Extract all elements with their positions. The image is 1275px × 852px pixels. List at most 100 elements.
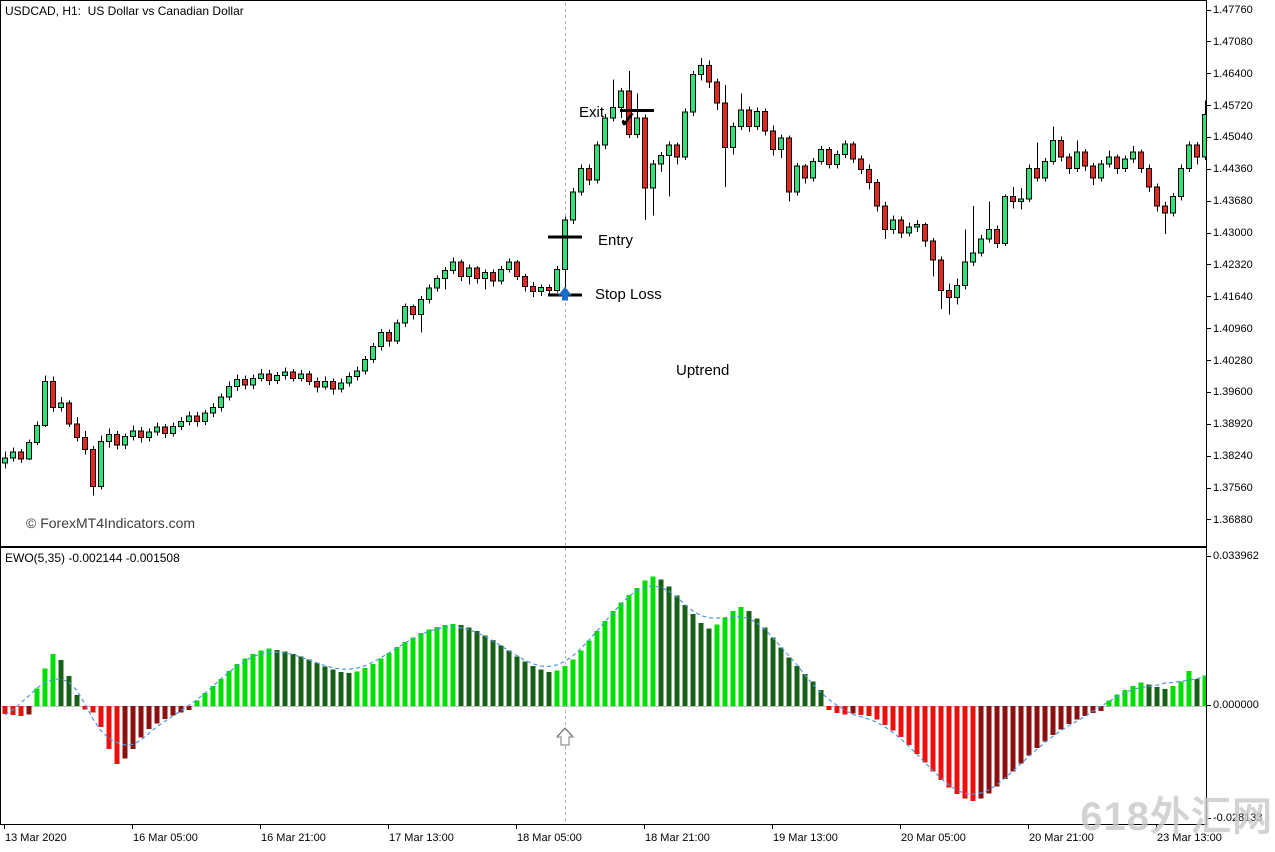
main-chart-canvas[interactable] [1,1,1206,546]
candle-body [1178,167,1184,198]
candle-body [562,219,568,270]
indicator-canvas[interactable] [1,548,1206,824]
candle-body [914,224,920,228]
checkmark-icon[interactable]: ✓ [619,109,637,132]
candle-body [1050,139,1056,162]
candle-body [218,396,224,409]
indicator-panel[interactable]: EWO(5,35) -0.002144 -0.001508 [0,547,1207,825]
histogram-bar [794,666,800,706]
candle-body [386,332,392,342]
histogram-bar [1194,678,1200,706]
histogram-bar [658,579,664,706]
histogram-bar [1154,687,1160,706]
histogram-bar [274,649,280,706]
histogram-bar [826,706,832,710]
histogram-bar [178,706,184,713]
time-tick-label: 23 Mar 13:00 [1157,832,1222,844]
histogram-bar [114,706,120,764]
candle-body [194,415,200,423]
candle-body [210,407,216,414]
candle-body [330,380,336,390]
candle-body [346,376,352,384]
histogram-bar [922,706,928,763]
histogram-bar [1122,690,1128,706]
price-tick [1207,169,1211,170]
annotation-stoploss-label[interactable]: Stop Loss [595,286,662,303]
candle-body [642,117,648,189]
histogram-bar [1050,706,1056,735]
histogram-bar [74,695,80,706]
annotation-entry-label[interactable]: Entry [598,232,634,249]
histogram-bar [482,635,488,706]
histogram-bar [410,637,416,706]
candle-body [874,182,880,207]
histogram-bar [602,620,608,706]
main-chart-panel[interactable]: USDCAD, H1: US Dollar vs Canadian Dollar… [0,0,1207,547]
candle-body [602,117,608,146]
time-tick-label: 20 Mar 21:00 [1029,832,1094,844]
histogram-bar [458,625,464,706]
indicator-signal-arrow-icon[interactable] [555,727,575,746]
time-tick-label: 20 Mar 05:00 [901,832,966,844]
time-tick-label: 17 Mar 13:00 [389,832,454,844]
price-tick-label: 1.45720 [1213,99,1253,112]
histogram-bar [770,637,776,706]
time-tick-label: 18 Mar 21:00 [645,832,710,844]
time-tick-label: 19 Mar 13:00 [773,832,838,844]
histogram-bar [682,605,688,706]
candle-body [554,268,560,291]
buy-arrow-icon[interactable] [558,286,572,301]
candle-body [170,425,176,434]
histogram-bar [378,658,384,706]
histogram-bar [818,690,824,706]
candle-body [850,143,856,160]
candle-body [514,261,520,277]
candle-body [922,224,928,242]
entry-line[interactable] [548,235,582,239]
indicator-tick [1207,556,1211,557]
candle-body [570,191,576,221]
candle-body [882,205,888,230]
candle-body [202,412,208,423]
price-tick [1207,73,1211,74]
candle-body [458,261,464,277]
price-tick-label: 1.37560 [1213,482,1253,495]
indicator-tick-label: -0.028133 [1213,812,1263,824]
candle-body [738,109,744,127]
candle-body [938,259,944,291]
histogram-bar [194,700,200,706]
price-tick-label: 1.38240 [1213,450,1253,463]
candle-body [442,270,448,280]
histogram-bar [186,706,192,710]
histogram-bar [738,606,744,706]
price-tick-label: 1.47080 [1213,35,1253,48]
histogram-bar [290,653,296,706]
candle-body [658,154,664,165]
exit-line[interactable] [620,108,654,112]
candle-body [506,261,512,270]
histogram-bar [386,652,392,706]
candle-body [418,299,424,316]
candle-body [538,287,544,292]
annotation-exit-label[interactable]: Exit [579,104,605,121]
candle-body [746,109,752,127]
histogram-bar [514,656,520,706]
histogram-bar [2,706,8,714]
candle-body [1138,151,1144,169]
histogram-bar [610,611,616,706]
price-tick [1207,201,1211,202]
price-tick [1207,264,1211,265]
annotation-uptrend-label[interactable]: Uptrend [676,362,730,379]
histogram-bar [298,656,304,706]
time-tick [516,825,517,829]
candle-body [410,306,416,316]
candle-body [1114,156,1120,169]
candle-body [186,415,192,423]
candle-body [778,137,784,151]
candle-body [546,287,552,291]
candle-body [466,267,472,277]
candle-body [586,167,592,181]
histogram-bar [642,580,648,706]
candle-body [34,424,40,444]
candle-body [290,371,296,379]
